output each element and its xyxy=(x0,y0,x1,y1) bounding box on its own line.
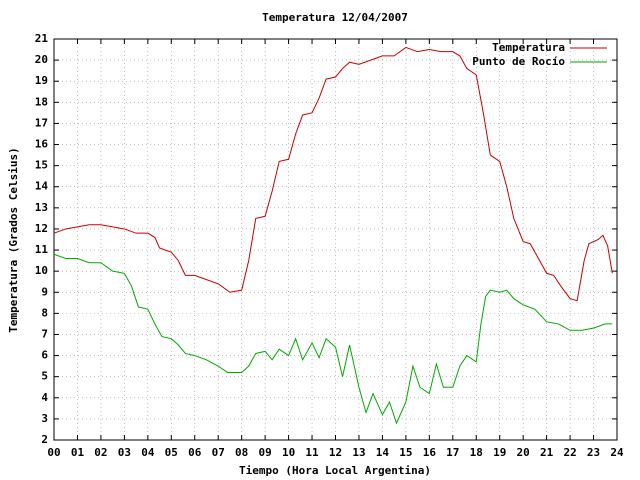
y-tick-label: 16 xyxy=(35,138,49,151)
y-tick-label: 5 xyxy=(41,370,48,383)
x-tick-label: 16 xyxy=(423,446,437,459)
x-tick-label: 13 xyxy=(352,446,365,459)
legend-label: Punto de Rocío xyxy=(472,55,565,68)
y-tick-label: 4 xyxy=(41,391,48,404)
plot-frame xyxy=(53,38,618,441)
y-tick-label: 18 xyxy=(35,95,48,108)
y-tick-label: 8 xyxy=(41,306,48,319)
legend-label: Temperatura xyxy=(492,41,565,54)
x-tick-label: 10 xyxy=(282,446,295,459)
y-tick-label: 3 xyxy=(41,412,48,425)
x-tick-label: 12 xyxy=(329,446,342,459)
x-tick-label: 04 xyxy=(141,446,155,459)
x-tick-label: 18 xyxy=(470,446,483,459)
x-tick-label: 20 xyxy=(517,446,530,459)
y-tick-label: 7 xyxy=(41,327,48,340)
x-tick-label: 02 xyxy=(94,446,107,459)
x-tick-label: 19 xyxy=(493,446,506,459)
y-tick-label: 17 xyxy=(35,116,48,129)
y-tick-label: 11 xyxy=(35,243,49,256)
x-axis-label: Tiempo (Hora Local Argentina) xyxy=(239,464,431,477)
y-tick-label: 9 xyxy=(41,285,48,298)
y-tick-label: 19 xyxy=(35,74,48,87)
x-tick-label: 09 xyxy=(259,446,272,459)
series-line xyxy=(53,46,613,302)
x-tick-label: 15 xyxy=(399,446,412,459)
y-tick-label: 14 xyxy=(35,180,49,193)
x-tick-label: 01 xyxy=(71,446,85,459)
y-tick-label: 10 xyxy=(35,264,48,277)
x-tick-label: 06 xyxy=(188,446,202,459)
x-tick-label: 00 xyxy=(47,446,60,459)
y-tick-label: 15 xyxy=(35,159,48,172)
y-tick-label: 2 xyxy=(41,433,48,446)
x-tick-label: 05 xyxy=(165,446,178,459)
y-tick-label: 13 xyxy=(35,201,48,214)
y-tick-label: 12 xyxy=(35,222,48,235)
series-line xyxy=(53,253,613,425)
x-tick-label: 17 xyxy=(446,446,459,459)
y-tick-label: 20 xyxy=(35,53,48,66)
chart-title: Temperatura 12/04/2007 xyxy=(262,11,408,24)
y-axis-label: Temperatura (Grados Celsius) xyxy=(7,147,20,332)
x-tick-label: 22 xyxy=(563,446,576,459)
x-tick-label: 08 xyxy=(235,446,248,459)
x-tick-label: 23 xyxy=(587,446,600,459)
y-tick-label: 6 xyxy=(41,349,48,362)
x-tick-label: 11 xyxy=(305,446,319,459)
x-tick-label: 03 xyxy=(118,446,131,459)
x-tick-label: 07 xyxy=(212,446,225,459)
x-tick-label: 24 xyxy=(610,446,624,459)
x-tick-label: 21 xyxy=(540,446,554,459)
x-tick-label: 14 xyxy=(376,446,390,459)
y-tick-label: 21 xyxy=(35,32,49,45)
